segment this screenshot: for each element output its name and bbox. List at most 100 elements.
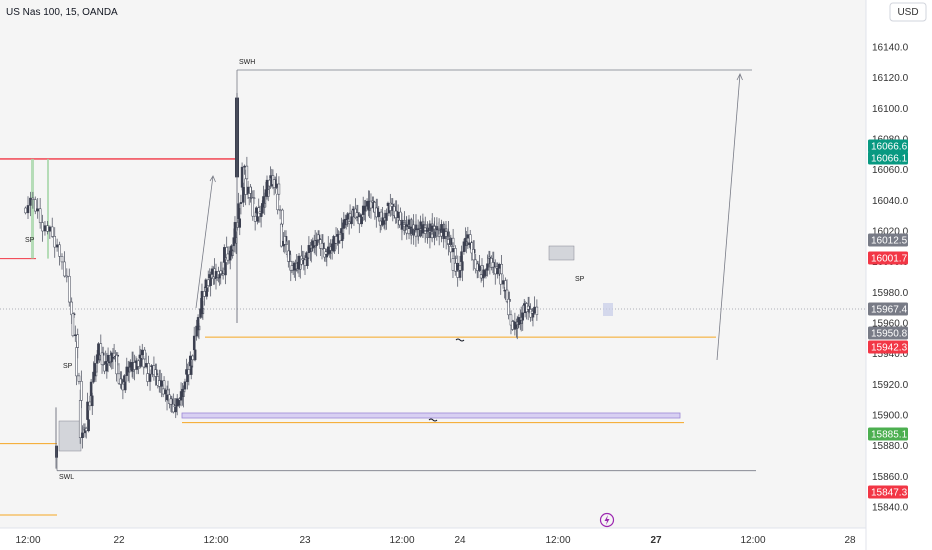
candle-body [137,360,140,367]
candle-body [218,274,221,279]
candle-body [50,226,54,237]
candle-body [247,193,251,198]
price-badge-label: 16066.1 [871,154,908,165]
candle-body [181,388,184,397]
y-tick-label: 15900.0 [872,411,909,422]
candle-body [97,343,100,361]
candle-body [58,244,61,257]
candle-body [31,197,35,200]
x-tick-label: 23 [299,535,311,546]
candle-body [479,274,483,279]
candle-body [466,234,470,239]
candle-body [428,230,432,233]
candle-body [89,381,93,397]
time-scale[interactable] [0,528,932,550]
x-tick-label: 12:00 [740,535,765,546]
candle-body [255,207,258,213]
lightning-icon[interactable] [599,512,615,528]
candle-body [164,389,167,395]
candle-body [60,256,64,263]
candle-body [265,179,269,197]
candle-body [449,246,452,253]
candle-body [192,335,196,351]
candle-body [447,239,450,245]
candle-body [470,242,474,254]
x-axis-ticks: 12:00 22 12:00 23 12:00 24 12:00 27 12:00 28 [15,535,856,546]
chart-pane[interactable] [0,0,866,528]
y-tick-label: 16040.0 [872,196,909,207]
currency-button[interactable]: USD [889,2,927,22]
candle-body [183,381,187,390]
candle-body [81,432,84,438]
candle-body [437,229,441,231]
candle-body [283,236,287,245]
candle-body [104,361,107,364]
candle-body [405,224,408,226]
candle-body [369,200,373,209]
candle-body [55,445,58,458]
candle-body [382,220,386,225]
candle-body [196,317,200,331]
candle-body [233,222,237,244]
candle-body [487,256,491,259]
tilde-marker-icon [428,418,438,422]
candle-body [65,275,69,278]
candle-body [334,236,338,244]
candle-body [464,237,467,246]
candle-body [36,208,39,212]
candle-body [375,207,378,218]
candle-body [328,250,332,254]
swh-label: SWH [239,59,255,66]
candle-body [210,268,214,275]
candle-body [215,277,219,280]
arrow-head-icon [736,73,743,81]
candle-body [494,266,497,275]
candle-body [165,394,169,400]
y-tick-label: 16140.0 [872,43,909,54]
candle-body [200,291,204,315]
candle-body [78,400,82,438]
candle-body [421,225,425,234]
candle-body [359,214,363,218]
candle-body [475,263,479,271]
candle-body [244,178,247,195]
price-badge-label: 15942.3 [871,343,908,354]
candle-body [346,213,349,220]
candle-body [367,200,370,211]
candle-body [522,303,526,306]
candle-body [262,196,265,208]
x-tick-label: 27 [650,535,662,546]
y-tick-label: 16120.0 [872,73,909,84]
candle-body [378,220,382,226]
candle-body [294,268,297,271]
candle-body [154,369,157,377]
candle-body [478,265,481,271]
candle-body [88,401,92,407]
candle-body [407,219,411,225]
candle-body [103,364,106,372]
candle-body [407,228,411,234]
candle-body [123,375,126,383]
candle-body [224,262,227,276]
candle-body [347,221,351,225]
candle-body [268,179,271,187]
candle-body [324,251,328,255]
candle-body [350,216,353,225]
candle-body [130,362,134,372]
candle-body [394,210,397,218]
candle-body [430,233,434,238]
candle-body [301,258,304,261]
candle-body [305,252,308,259]
candle-body [91,395,94,407]
candle-body [71,313,75,337]
candle-body [412,224,415,230]
candle-body [499,273,502,285]
price-badge-label: 15885.1 [871,430,908,441]
candle-body [389,202,392,211]
candle-body [223,247,226,263]
candle-body [515,324,518,329]
candle-body [29,197,32,206]
price-badge [868,139,908,153]
candle-body [358,216,361,225]
